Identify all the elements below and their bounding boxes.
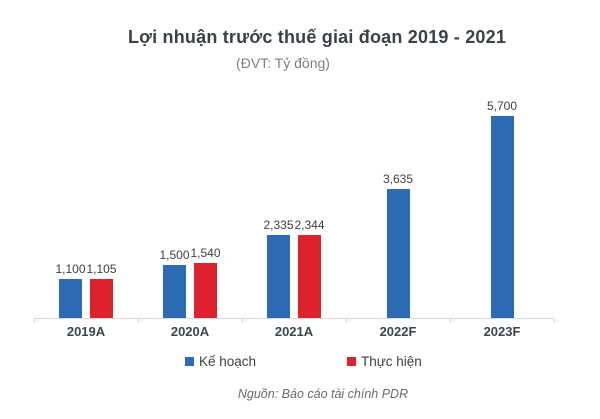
x-axis-tick bbox=[554, 319, 555, 323]
bar-thuc-hien-2019A bbox=[90, 279, 113, 318]
value-label-thuc-hien-2019A: 1,105 bbox=[86, 262, 117, 276]
value-label-ke-hoach-2022F: 3,635 bbox=[382, 172, 414, 186]
source-note: Nguồn: Báo cáo tài chính PDR bbox=[237, 387, 409, 401]
legend-label-ke-hoach: Kế hoạch bbox=[199, 354, 257, 369]
x-axis-label-2019A: 2019A bbox=[66, 324, 106, 339]
legend: Kế hoạch Thực hiện bbox=[0, 354, 600, 370]
value-label-ke-hoach-2023F: 5,700 bbox=[486, 99, 518, 113]
value-label-ke-hoach-2019A: 1,100 bbox=[55, 262, 86, 276]
legend-swatch-ke-hoach bbox=[185, 357, 194, 366]
legend-item-ke-hoach: Kế hoạch bbox=[185, 354, 256, 369]
value-label-thuc-hien-2020A: 1,540 bbox=[190, 246, 221, 260]
bar-ke-hoach-2021A bbox=[267, 235, 290, 318]
x-axis-tick bbox=[346, 319, 347, 323]
bar-ke-hoach-2020A bbox=[163, 265, 186, 318]
chart-title: Lợi nhuận trước thuế giai đoạn 2019 - 20… bbox=[127, 27, 507, 47]
x-axis-tick bbox=[138, 319, 139, 323]
chart-subtitle: (ĐVT: Tỷ đồng) bbox=[236, 55, 330, 71]
x-axis-label-2020A: 2020A bbox=[170, 324, 210, 339]
x-axis-label-2023F: 2023F bbox=[483, 324, 521, 339]
legend-label-thuc-hien: Thực hiện bbox=[361, 354, 422, 369]
bar-thuc-hien-2021A bbox=[298, 235, 321, 318]
x-axis-line bbox=[34, 318, 554, 319]
value-label-ke-hoach-2020A: 1,500 bbox=[159, 248, 190, 262]
bar-ke-hoach-2023F bbox=[490, 116, 514, 318]
bar-ke-hoach-2022F bbox=[386, 189, 410, 318]
x-axis-tick bbox=[450, 319, 451, 323]
bar-ke-hoach-2019A bbox=[59, 279, 82, 318]
legend-swatch-thuc-hien bbox=[347, 357, 356, 366]
bar-thuc-hien-2020A bbox=[194, 263, 217, 318]
legend-item-thuc-hien: Thực hiện bbox=[347, 354, 422, 369]
x-axis-label-2021A: 2021A bbox=[274, 324, 314, 339]
value-label-thuc-hien-2021A: 2,344 bbox=[294, 218, 325, 232]
value-label-ke-hoach-2021A: 2,335 bbox=[263, 218, 294, 232]
x-axis-tick bbox=[34, 319, 35, 323]
x-axis-tick bbox=[242, 319, 243, 323]
x-axis-label-2022F: 2022F bbox=[379, 324, 417, 339]
